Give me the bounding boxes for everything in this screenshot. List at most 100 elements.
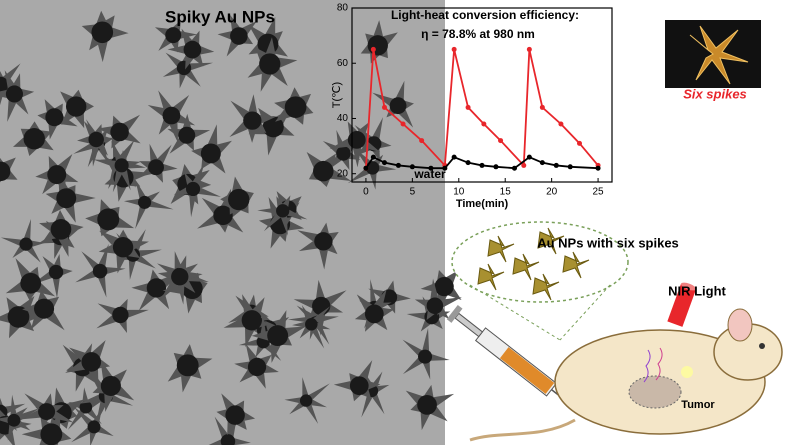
spike <box>60 89 94 129</box>
core <box>162 106 181 125</box>
spike <box>73 119 115 168</box>
series-line <box>365 49 599 169</box>
spike <box>147 90 196 144</box>
point <box>451 154 457 160</box>
core <box>88 131 104 148</box>
spike <box>306 151 352 187</box>
spike <box>98 229 149 274</box>
core <box>0 161 11 182</box>
core <box>110 122 129 142</box>
inset <box>665 20 761 88</box>
spike <box>81 10 129 63</box>
spike <box>238 318 287 361</box>
core <box>38 403 56 421</box>
series-label: water <box>413 167 446 181</box>
spike <box>329 121 381 168</box>
spike <box>131 269 182 311</box>
spike <box>20 393 74 428</box>
spike <box>355 371 390 418</box>
core <box>81 352 102 372</box>
spike <box>368 280 411 314</box>
spike <box>191 124 232 174</box>
core <box>79 400 93 414</box>
spike <box>354 288 394 332</box>
spike <box>229 94 277 143</box>
spike <box>297 222 339 270</box>
tumor-label: Tumor <box>681 399 715 411</box>
x-tick-label: 25 <box>593 187 605 198</box>
point <box>521 162 527 168</box>
spike <box>157 255 203 300</box>
spike <box>97 114 141 149</box>
spike <box>92 359 135 412</box>
point <box>409 164 415 170</box>
core <box>313 160 334 182</box>
x-axis-label: Time(min) <box>456 198 509 210</box>
point <box>382 160 387 166</box>
spike <box>167 113 211 154</box>
spike <box>216 393 256 436</box>
core <box>7 413 21 427</box>
core <box>367 35 388 56</box>
point <box>442 165 448 171</box>
core <box>47 165 67 185</box>
core <box>276 204 290 218</box>
scheme <box>446 221 783 442</box>
x-tick-label: 5 <box>410 187 416 198</box>
core <box>426 297 444 315</box>
core <box>92 263 108 279</box>
core <box>178 126 196 144</box>
spike <box>360 20 398 64</box>
spike <box>71 406 114 445</box>
scheme-label: Au NPs with six spikes <box>537 235 679 250</box>
spike <box>154 20 198 53</box>
core <box>185 181 201 197</box>
spike <box>274 87 314 125</box>
core <box>247 357 267 377</box>
point <box>481 121 487 127</box>
core <box>45 108 64 127</box>
core <box>314 232 333 251</box>
spike <box>234 343 279 389</box>
point <box>451 46 457 52</box>
spike <box>92 140 141 193</box>
spike <box>292 305 331 349</box>
core <box>40 423 63 445</box>
core <box>56 188 77 209</box>
spike <box>197 188 244 233</box>
core <box>97 208 120 231</box>
spike <box>0 157 18 183</box>
core <box>114 158 129 173</box>
core <box>262 116 284 138</box>
y-tick-label: 60 <box>337 58 349 69</box>
core <box>305 318 318 331</box>
spike <box>220 176 254 215</box>
core <box>183 40 202 59</box>
spike <box>223 294 268 348</box>
annotation: η = 78.8% at 980 nm <box>421 27 535 41</box>
spike <box>35 154 79 195</box>
light-label: NIR Light <box>668 283 726 298</box>
spike <box>22 290 65 331</box>
core <box>171 268 189 286</box>
core <box>137 195 152 209</box>
core <box>20 272 42 294</box>
point <box>577 140 582 146</box>
point <box>400 121 406 127</box>
spike <box>284 377 330 424</box>
spike <box>37 99 78 140</box>
core <box>87 420 101 434</box>
point <box>465 160 471 166</box>
point <box>526 154 532 160</box>
plot-frame <box>351 7 613 183</box>
core <box>220 434 236 445</box>
point <box>428 165 434 171</box>
spike <box>77 120 114 167</box>
x-tick-label: 0 <box>363 187 369 198</box>
point <box>526 46 532 52</box>
core <box>284 96 307 119</box>
point <box>370 154 376 160</box>
spike <box>167 344 213 393</box>
core <box>299 394 313 407</box>
